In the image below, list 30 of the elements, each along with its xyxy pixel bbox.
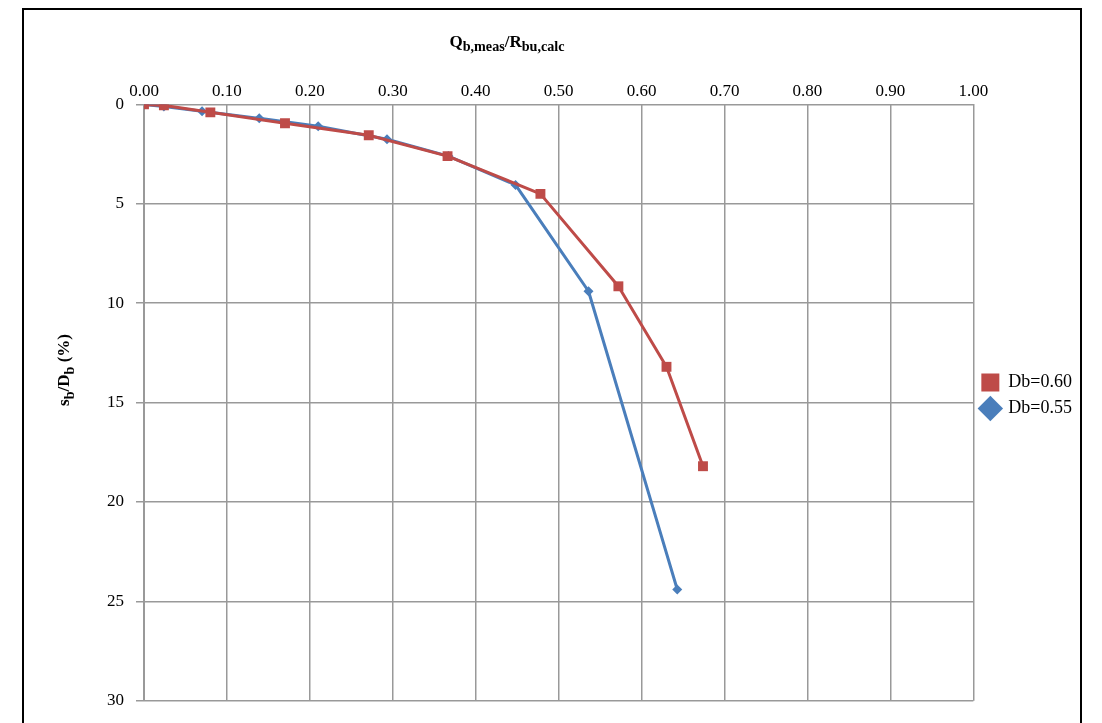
y-tick-label: 10 xyxy=(107,292,124,312)
y-tick-label: 30 xyxy=(107,690,124,710)
x-tick-label: 0.10 xyxy=(212,80,242,100)
x-tick-label: 0.70 xyxy=(709,80,740,100)
point xyxy=(661,361,672,372)
y-tick-label: 0 xyxy=(115,93,124,113)
x-tick-label: 0.50 xyxy=(543,80,574,100)
x-tick-label: 0.20 xyxy=(294,80,325,100)
y-tick-label: 25 xyxy=(107,590,124,610)
x-tick-label: 0.40 xyxy=(460,80,491,100)
x-tick-label: 0.80 xyxy=(792,80,823,100)
y-tick-label: 15 xyxy=(107,392,124,412)
point xyxy=(672,584,683,595)
point xyxy=(698,461,708,472)
point xyxy=(583,286,594,297)
x-tick-label: 1.00 xyxy=(958,80,989,100)
legend-label: Db=0.60 xyxy=(1008,371,1073,392)
point xyxy=(535,188,546,199)
point xyxy=(363,130,374,141)
x-axis-title: Q$_{b,meas}$/R$_{bu,calc}$ xyxy=(449,32,565,56)
y-tick-label: 20 xyxy=(107,491,124,511)
x-tick-label: 0.00 xyxy=(129,80,159,100)
point xyxy=(205,107,216,118)
x-tick-label: 0.30 xyxy=(377,80,408,100)
x-tick-label: 0.60 xyxy=(626,80,657,100)
y-tick-label: 5 xyxy=(115,193,124,213)
legend-label: Db=0.55 xyxy=(1008,397,1073,418)
point xyxy=(613,281,624,292)
point xyxy=(280,118,290,129)
x-tick-label: 0.90 xyxy=(875,80,906,100)
